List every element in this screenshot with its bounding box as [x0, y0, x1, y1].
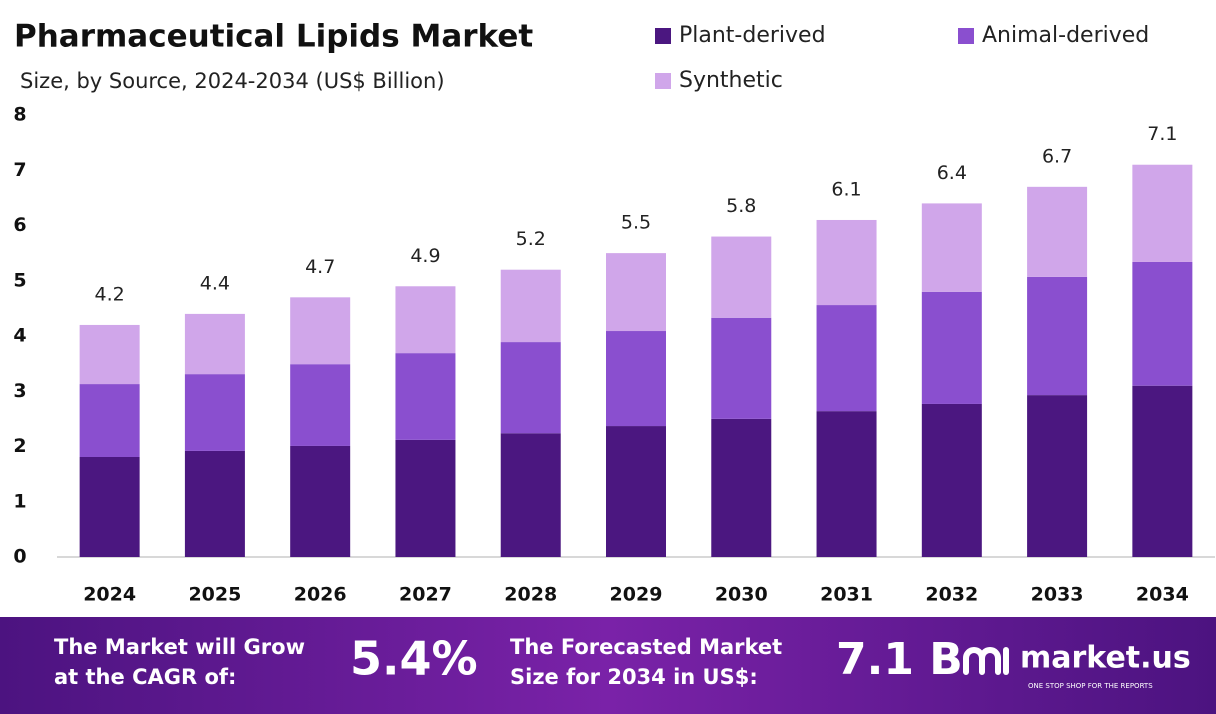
bar-segment [816, 219, 877, 306]
total-label: 4.4 [200, 272, 230, 294]
bar-segment [711, 317, 772, 419]
legend-label: Synthetic [679, 68, 783, 93]
x-tick-label: 2027 [399, 584, 452, 606]
bar-segment [500, 269, 561, 343]
x-tick-label: 2024 [83, 584, 136, 606]
bar-segment [79, 456, 140, 557]
legend-label: Plant-derived [679, 23, 826, 48]
bar-segment [816, 305, 877, 412]
total-label: 4.9 [410, 245, 440, 267]
y-tick-label: 0 [13, 546, 26, 568]
bar-segment [921, 291, 982, 404]
bar-segment [606, 426, 666, 557]
bar-segment [184, 313, 245, 375]
bar-segment [921, 403, 982, 557]
bar-segment [395, 353, 456, 440]
cagr-text: The Market will Grow [54, 635, 305, 659]
bar-segment [290, 445, 351, 557]
total-label: 5.5 [621, 212, 651, 234]
y-tick-label: 4 [13, 325, 26, 347]
legend-swatch [655, 73, 671, 89]
cagr-text: at the CAGR of: [54, 665, 236, 689]
bar-segment [711, 418, 772, 557]
bar-segment [606, 331, 666, 427]
bar-segment [1132, 164, 1193, 262]
bar-segment [921, 203, 982, 292]
total-label: 6.1 [831, 178, 861, 200]
forecast-value: 7.1 B [836, 634, 963, 685]
total-label: 5.8 [726, 195, 756, 217]
total-label: 6.7 [1042, 145, 1072, 167]
bar-segment [711, 236, 772, 318]
bar-segment [606, 253, 666, 332]
bar-segment [395, 286, 456, 354]
brand-name: market.us [1020, 641, 1191, 676]
bar-segment [500, 342, 561, 434]
x-tick-label: 2028 [504, 584, 557, 606]
brand-tagline: ONE STOP SHOP FOR THE REPORTS [1028, 682, 1153, 690]
total-label: 5.2 [516, 228, 546, 250]
x-tick-label: 2029 [610, 584, 663, 606]
chart-title: Pharmaceutical Lipids Market [14, 19, 533, 55]
y-tick-label: 7 [13, 159, 26, 181]
x-tick-label: 2030 [715, 584, 768, 606]
bar-segment [79, 324, 140, 385]
bar-segment [1132, 261, 1193, 386]
bar-segment [1027, 276, 1088, 396]
brand-icon [963, 647, 1009, 675]
y-tick-label: 8 [13, 104, 26, 126]
x-tick-label: 2031 [820, 584, 873, 606]
total-label: 7.1 [1147, 123, 1177, 145]
y-tick-label: 3 [13, 380, 26, 402]
y-tick-label: 1 [13, 490, 26, 512]
cagr-value: 5.4% [350, 632, 478, 686]
x-tick-label: 2034 [1136, 584, 1189, 606]
bar-segment [1027, 395, 1088, 557]
bar-segment [816, 411, 877, 557]
bar-segment [1027, 186, 1088, 277]
total-label: 4.2 [95, 283, 125, 305]
legend-swatch [655, 28, 671, 44]
y-tick-label: 2 [13, 435, 26, 457]
bar-segment [290, 297, 351, 365]
y-tick-label: 5 [13, 269, 26, 291]
legend-swatch [958, 28, 974, 44]
total-label: 4.7 [305, 256, 335, 278]
x-tick-label: 2025 [188, 584, 241, 606]
x-tick-label: 2032 [925, 584, 978, 606]
footer-banner [0, 617, 1216, 714]
x-tick-label: 2026 [294, 584, 347, 606]
bar-segment [500, 433, 561, 557]
bar-segment [395, 439, 456, 557]
chart-subtitle: Size, by Source, 2024-2034 (US$ Billion) [20, 69, 445, 93]
legend-label: Animal-derived [982, 23, 1149, 48]
x-tick-label: 2033 [1031, 584, 1084, 606]
forecast-text: The Forecasted Market [510, 635, 782, 659]
bar-segment [1132, 385, 1193, 557]
bar-segment [184, 374, 245, 451]
bar-segment [79, 384, 140, 457]
forecast-text: Size for 2034 in US$: [510, 665, 758, 689]
total-label: 6.4 [937, 162, 967, 184]
bar-segment [290, 364, 351, 446]
bar-segment [184, 450, 245, 557]
y-tick-label: 6 [13, 214, 26, 236]
